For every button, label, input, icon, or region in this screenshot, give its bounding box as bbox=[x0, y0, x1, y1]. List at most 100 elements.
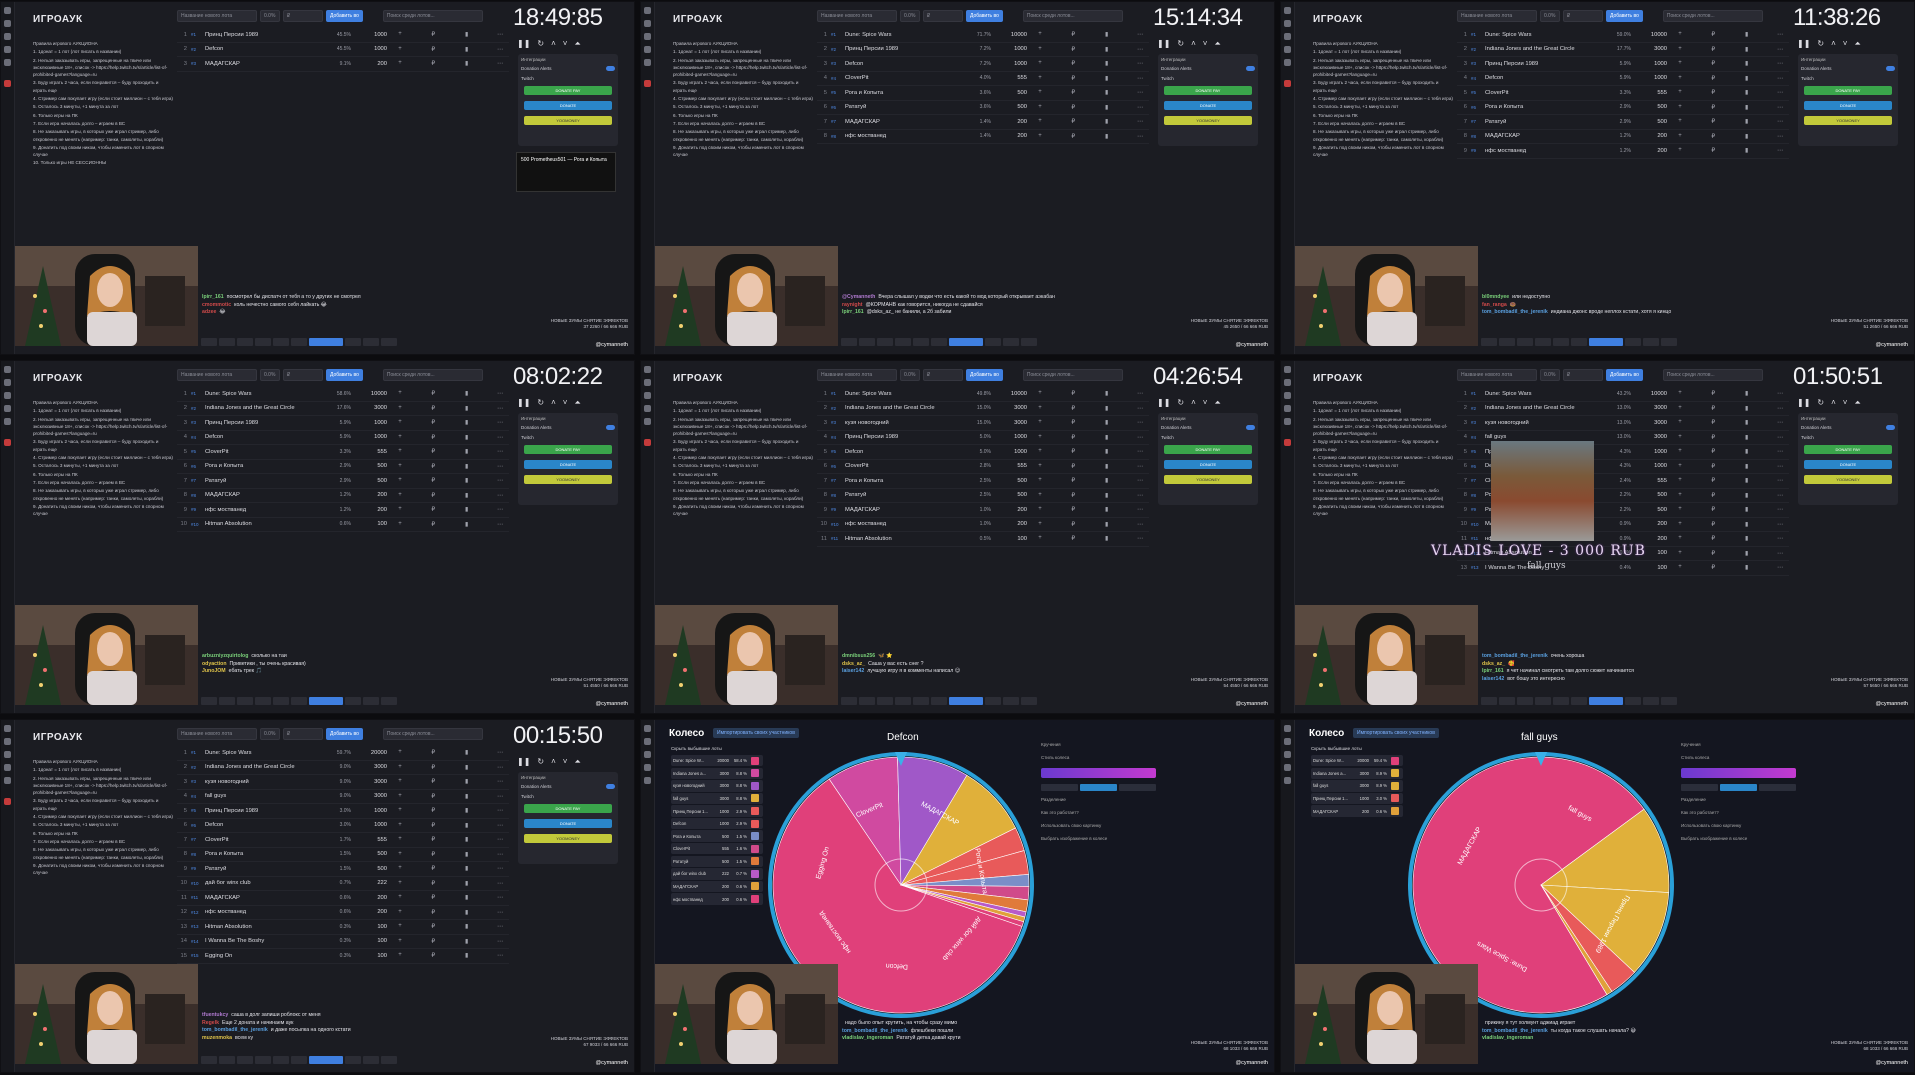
help-icon[interactable] bbox=[1284, 777, 1291, 784]
toolbar-button[interactable] bbox=[291, 697, 307, 705]
plus-icon[interactable]: + bbox=[398, 879, 402, 886]
currency-icon[interactable]: ₽ bbox=[1071, 405, 1076, 412]
trash-icon[interactable]: ▮ bbox=[465, 420, 469, 427]
plus-icon[interactable]: + bbox=[398, 865, 402, 872]
pause-icon[interactable]: ❚❚ bbox=[517, 39, 531, 48]
currency-icon[interactable]: ₽ bbox=[431, 750, 436, 757]
currency-icon[interactable]: ₽ bbox=[1071, 46, 1076, 53]
more-icon[interactable]: ⋯ bbox=[1776, 148, 1783, 155]
sub-time-icon[interactable]: ˅ bbox=[1202, 39, 1208, 48]
currency-icon[interactable]: ₽ bbox=[431, 880, 436, 887]
lot-row[interactable]: 9 #9 МАДАГСКАР 1.0% 200 + ₽ ▮ ⋯ bbox=[817, 503, 1149, 518]
help-icon[interactable] bbox=[644, 418, 651, 425]
currency-icon[interactable]: ₽ bbox=[1711, 61, 1716, 68]
plus-icon[interactable]: + bbox=[398, 937, 402, 944]
amount-input[interactable]: ₽ bbox=[923, 9, 963, 22]
rules-tab[interactable] bbox=[309, 338, 343, 346]
toolbar-button[interactable] bbox=[985, 338, 1001, 346]
rules-tab[interactable] bbox=[309, 1056, 343, 1064]
lot-row[interactable]: 2 #2 Defcon 45.5% 1000 + ₽ ▮ ⋯ bbox=[177, 43, 509, 57]
lot-row[interactable]: 2 #2 Indiana Jones and the Great Circle 13.… bbox=[1457, 402, 1789, 416]
toolbar-button[interactable] bbox=[381, 1056, 397, 1064]
wheel-lot-row[interactable]: fall guys 3000 8.9 % bbox=[1311, 780, 1403, 792]
trash-icon[interactable]: ▮ bbox=[1745, 565, 1749, 572]
home-icon[interactable] bbox=[1284, 366, 1291, 373]
trash-icon[interactable]: ▮ bbox=[1105, 90, 1109, 97]
lot-row[interactable]: 4 #4 Defcon 5.9% 1000 + ₽ ▮ ⋯ bbox=[177, 431, 509, 445]
currency-icon[interactable]: ₽ bbox=[431, 521, 436, 528]
double-add-icon[interactable]: ⏶ bbox=[1854, 39, 1861, 48]
toolbar-button[interactable] bbox=[1499, 697, 1515, 705]
plus-icon[interactable]: + bbox=[398, 31, 402, 38]
percent-field[interactable]: 0.0% bbox=[1540, 9, 1560, 22]
toolbar-button[interactable] bbox=[895, 338, 911, 346]
plus-icon[interactable]: + bbox=[398, 923, 402, 930]
currency-icon[interactable]: ₽ bbox=[1711, 478, 1716, 485]
toolbar-button[interactable] bbox=[1553, 338, 1569, 346]
lot-row[interactable]: 1 #1 Dune: Spice Wars 59.0% 10000 + ₽ ▮ ⋯ bbox=[1457, 28, 1789, 43]
toolbar-button[interactable] bbox=[877, 338, 893, 346]
toolbar-button[interactable] bbox=[381, 338, 397, 346]
reset-icon[interactable]: ↻ bbox=[1177, 39, 1185, 48]
more-icon[interactable]: ⋯ bbox=[1136, 104, 1143, 111]
more-icon[interactable]: ⋯ bbox=[1136, 119, 1143, 126]
plus-icon[interactable]: + bbox=[1678, 118, 1682, 125]
currency-icon[interactable]: ₽ bbox=[1711, 550, 1716, 557]
more-icon[interactable]: ⋯ bbox=[1776, 133, 1783, 140]
reset-icon[interactable]: ↻ bbox=[1817, 398, 1825, 407]
add-time-icon[interactable]: ˄ bbox=[1191, 39, 1196, 48]
history-icon[interactable] bbox=[4, 405, 11, 412]
gear-icon[interactable] bbox=[4, 738, 11, 745]
gear-icon[interactable] bbox=[644, 379, 651, 386]
more-icon[interactable]: ⋯ bbox=[1136, 61, 1143, 68]
toolbar-button[interactable] bbox=[1535, 697, 1551, 705]
plus-icon[interactable]: + bbox=[398, 763, 402, 770]
plus-icon[interactable]: + bbox=[1678, 520, 1682, 527]
add-time-icon[interactable]: ˄ bbox=[551, 398, 556, 407]
twitch-row[interactable]: Twitch bbox=[521, 794, 615, 799]
logout-icon[interactable] bbox=[1284, 439, 1291, 446]
trash-icon[interactable]: ▮ bbox=[465, 924, 469, 931]
more-icon[interactable]: ⋯ bbox=[496, 880, 503, 887]
plus-icon[interactable]: + bbox=[1678, 564, 1682, 571]
lot-row[interactable]: 11 #11 МАДАГСКАР 0.6% 200 + ₽ ▮ ⋯ bbox=[177, 891, 509, 906]
currency-icon[interactable]: ₽ bbox=[1071, 521, 1076, 528]
percent-field[interactable]: 0.0% bbox=[1540, 368, 1560, 381]
lot-row[interactable]: 7 #7 МАДАГСКАР 1.4% 200 + ₽ ▮ ⋯ bbox=[817, 115, 1149, 130]
currency-icon[interactable]: ₽ bbox=[1711, 90, 1716, 97]
lot-row[interactable]: 9 #9 Рататуй 1.5% 500 + ₽ ▮ ⋯ bbox=[177, 862, 509, 877]
trash-icon[interactable]: ▮ bbox=[465, 779, 469, 786]
lot-row[interactable]: 2 #2 Indiana Jones and the Great Circle 9.0… bbox=[177, 761, 509, 775]
home-icon[interactable] bbox=[644, 725, 651, 732]
toolbar-button[interactable] bbox=[1021, 338, 1037, 346]
donation-alerts-row[interactable]: Donation Alerts bbox=[521, 66, 615, 71]
currency-icon[interactable]: ₽ bbox=[1071, 32, 1076, 39]
twitch-row[interactable]: Twitch bbox=[521, 435, 615, 440]
donate-pay-button[interactable]: DONATE PAY bbox=[1804, 86, 1892, 95]
toolbar-button[interactable] bbox=[841, 697, 857, 705]
toolbar-button[interactable] bbox=[255, 1056, 271, 1064]
mode-option[interactable] bbox=[1080, 784, 1117, 791]
donation-alerts-row[interactable]: Donation Alerts bbox=[1801, 425, 1895, 430]
trash-icon[interactable]: ▮ bbox=[1745, 492, 1749, 499]
trash-icon[interactable]: ▮ bbox=[1105, 46, 1109, 53]
more-icon[interactable]: ⋯ bbox=[1136, 75, 1143, 82]
more-icon[interactable]: ⋯ bbox=[1776, 119, 1783, 126]
gear-icon[interactable] bbox=[1284, 738, 1291, 745]
lot-row[interactable]: 4 #4 Принц Персии 1989 5.0% 1000 + ₽ ▮ ⋯ bbox=[817, 431, 1149, 445]
twitch-row[interactable]: Twitch bbox=[1161, 76, 1255, 81]
more-icon[interactable]: ⋯ bbox=[496, 507, 503, 514]
more-icon[interactable]: ⋯ bbox=[496, 837, 503, 844]
wheel-icon[interactable] bbox=[644, 751, 651, 758]
more-icon[interactable]: ⋯ bbox=[1136, 46, 1143, 53]
lot-row[interactable]: 2 #2 Indiana Jones and the Great Circle 15.… bbox=[817, 402, 1149, 416]
rules-tab[interactable] bbox=[949, 338, 983, 346]
yoomoney-button[interactable]: YOOMONEY bbox=[1164, 475, 1252, 484]
currency-icon[interactable]: ₽ bbox=[1071, 449, 1076, 456]
more-icon[interactable]: ⋯ bbox=[496, 492, 503, 499]
pause-icon[interactable]: ❚❚ bbox=[517, 398, 531, 407]
search-input[interactable]: Поиск среди лотов... bbox=[1022, 9, 1123, 22]
percent-field[interactable]: 0.0% bbox=[260, 9, 280, 22]
more-icon[interactable]: ⋯ bbox=[496, 449, 503, 456]
home-icon[interactable] bbox=[4, 7, 11, 14]
